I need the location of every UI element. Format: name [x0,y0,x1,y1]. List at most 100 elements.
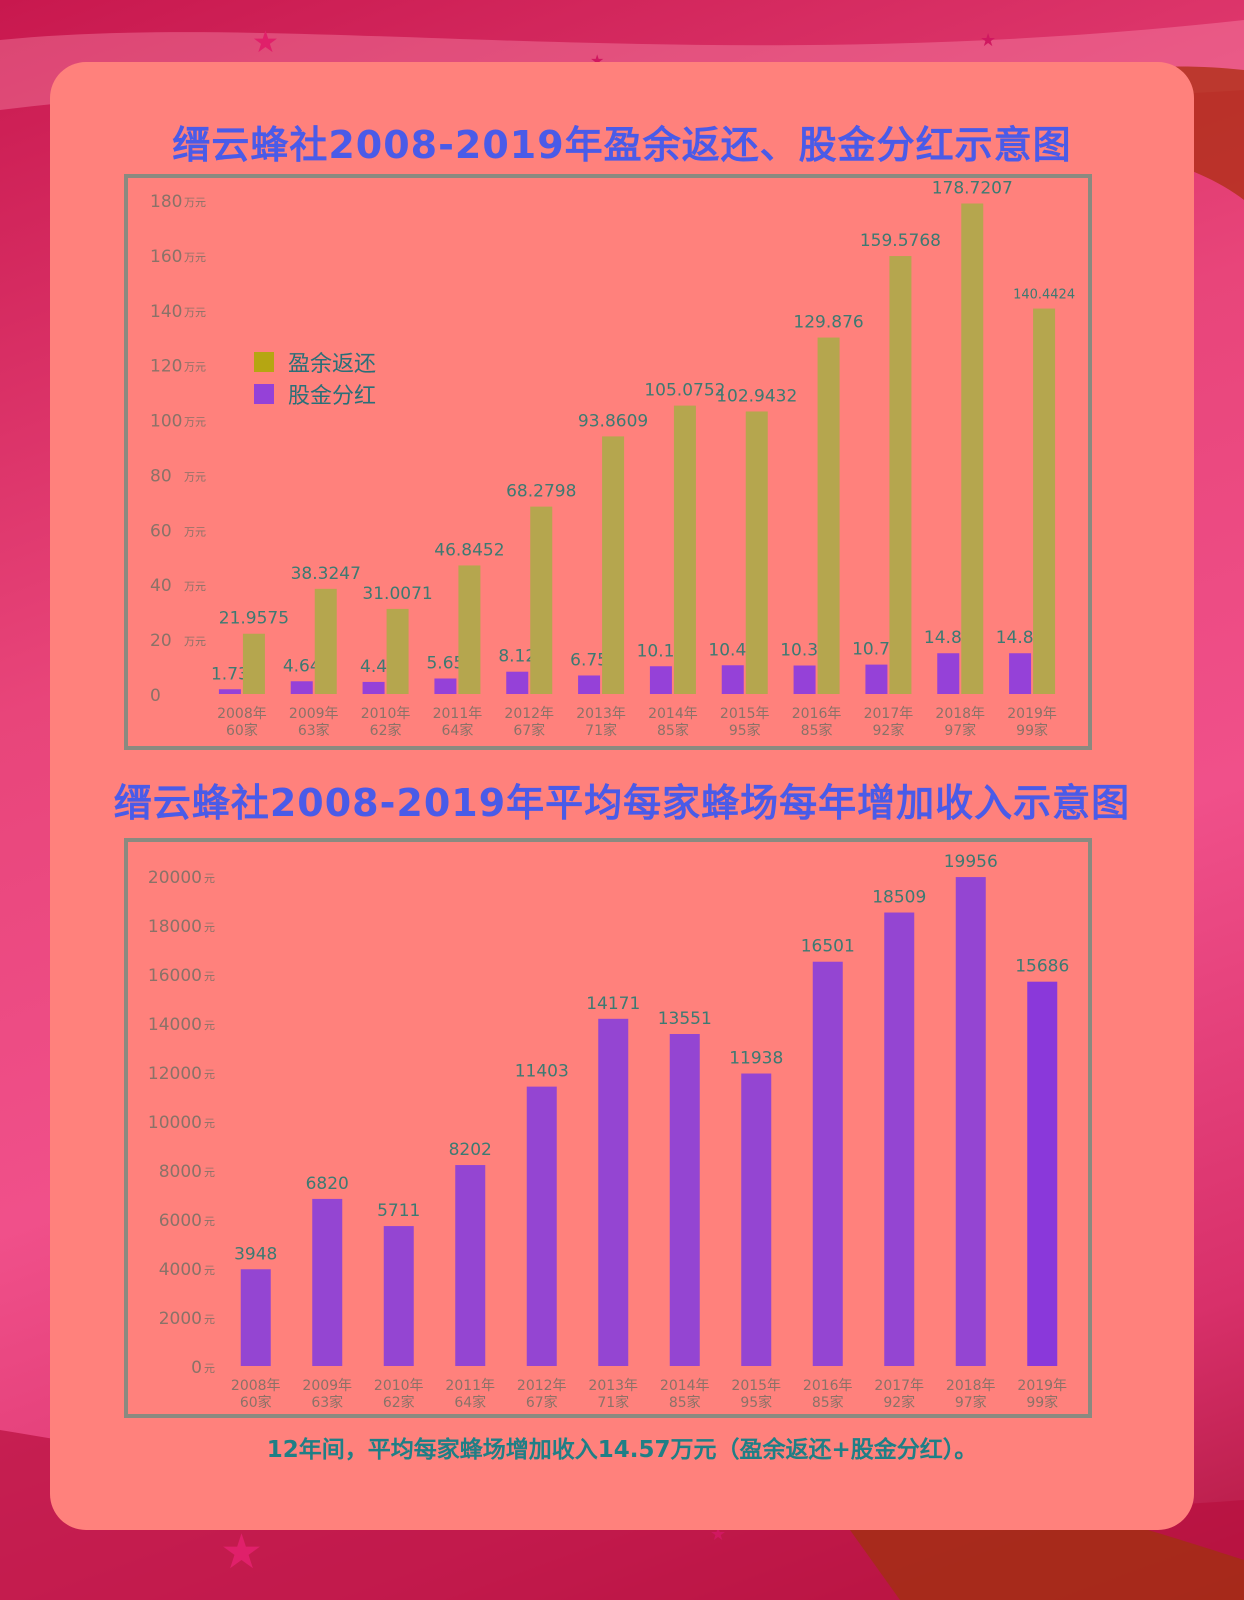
surplus-bar [602,436,625,694]
y-tick-unit: 元 [204,1313,215,1326]
x-tick-sublabel: 95家 [729,722,761,739]
dividend-bar [578,675,601,694]
surplus-value-label: 178.7207 [932,179,1013,199]
x-tick-sublabel: 99家 [1026,1394,1058,1411]
x-tick-label: 2016年 [803,1378,853,1394]
y-tick-unit: 元 [204,1362,215,1375]
income-bar [383,1226,414,1366]
x-tick-sublabel: 97家 [955,1394,987,1411]
dividend-value-label: 10.71 [852,640,901,660]
surplus-value-label: 102.9432 [716,386,797,406]
x-tick-sublabel: 67家 [526,1394,558,1411]
footnote: 12年间，平均每家蜂场增加收入14.57万元（盈余返还+股金分红）。 [266,1437,978,1463]
infographic-card: 缙云蜂社2008-2019年盈余返还、股金分红示意图 0 20 万元 40 万元 60 万元… [50,62,1194,1530]
x-tick-sublabel: 92家 [883,1394,915,1411]
x-tick-label: 2012年 [517,1378,567,1394]
y-tick-label: 4000 [159,1260,202,1280]
legend-item-dividend: 股金分红 [254,378,376,410]
x-tick-label: 2013年 [576,706,626,722]
x-tick-label: 2009年 [289,706,339,722]
chart1-panel: 0 20 万元 40 万元 60 万元 80 万元 100 万元 120 万元 140 万元 160 万元 180… [124,174,1092,750]
x-tick-label: 2008年 [217,706,267,722]
surplus-bar [817,337,840,694]
y-tick-unit: 万元 [184,361,206,374]
y-tick-unit: 万元 [184,196,206,209]
income-bar [1027,981,1058,1366]
legend-label-dividend: 股金分红 [288,384,377,409]
x-tick-sublabel: 64家 [454,1394,486,1411]
x-tick-sublabel: 85家 [669,1394,701,1411]
x-tick-label: 2019年 [1007,706,1057,722]
x-tick-sublabel: 60家 [240,1394,272,1411]
legend-label-surplus: 盈余返还 [288,352,377,377]
x-tick-label: 2011年 [433,706,483,722]
income-value-label: 6820 [306,1174,349,1194]
chart1-legend: 盈余返还 股金分红 [254,346,376,410]
income-value-label: 13551 [658,1009,712,1029]
y-tick-unit: 元 [204,1166,215,1179]
surplus-bar [673,405,696,694]
surplus-bar [961,203,984,694]
dividend-value-label: 10.11 [637,641,686,661]
x-tick-label: 2010年 [361,706,411,722]
y-tick-label: 20 [150,631,172,651]
x-tick-label: 2010年 [374,1378,424,1394]
x-tick-label: 2011年 [445,1378,495,1394]
income-value-label: 16501 [801,937,855,957]
star-icon: ★ [252,25,279,60]
dividend-bar [721,665,744,694]
x-tick-sublabel: 85家 [657,722,689,739]
income-value-label: 3948 [234,1244,277,1264]
y-tick-label: 140 [150,302,182,322]
x-tick-label: 2013年 [588,1378,638,1394]
x-tick-sublabel: 62家 [370,722,402,739]
dividend-value-label: 14.85 [996,628,1045,648]
surplus-bar [242,633,265,694]
dividend-bar [1009,653,1032,694]
y-tick-unit: 万元 [184,635,206,648]
surplus-bar [1033,308,1056,694]
dividend-bar [937,653,960,694]
y-tick-unit: 元 [204,1215,215,1228]
surplus-value-label: 38.3247 [291,564,361,584]
surplus-value-label: 129.876 [793,313,863,333]
income-bar [741,1073,772,1366]
x-tick-label: 2017年 [874,1378,924,1394]
y-tick-unit: 元 [204,1117,215,1130]
dividend-value-label: 5.65 [426,653,464,673]
legend-swatch-dividend [254,384,274,404]
y-tick-label: 160 [150,247,182,267]
chart1-title: 缙云蜂社2008-2019年盈余返还、股金分红示意图 [172,123,1072,167]
y-tick-unit: 元 [204,1264,215,1277]
x-tick-label: 2015年 [731,1378,781,1394]
surplus-bar [530,506,553,694]
x-tick-sublabel: 71家 [597,1394,629,1411]
surplus-value-label: 21.9575 [219,609,289,629]
star-icon: ★ [220,1524,263,1580]
income-bar [598,1018,629,1366]
income-bar [884,912,915,1366]
y-tick-label: 12000 [148,1064,202,1084]
income-value-label: 5711 [377,1201,420,1221]
legend-swatch-surplus [254,352,274,372]
y-tick-label: 0 [150,686,161,706]
y-tick-label: 14000 [148,1015,202,1035]
x-tick-label: 2009年 [302,1378,352,1394]
y-tick-label: 120 [150,357,182,377]
x-tick-sublabel: 95家 [740,1394,772,1411]
y-tick-label: 8000 [159,1162,202,1182]
surplus-bar [889,256,912,694]
y-tick-unit: 元 [204,872,215,885]
income-value-label: 19956 [944,852,998,872]
chart2-title: 缙云蜂社2008-2019年平均每家蜂场每年增加收入示意图 [113,781,1131,825]
y-tick-label: 80 [150,466,172,486]
x-tick-sublabel: 60家 [226,722,258,739]
star-icon: ★ [980,30,996,51]
y-tick-label: 20000 [148,868,202,888]
y-tick-unit: 万元 [184,306,206,319]
x-tick-sublabel: 85家 [801,722,833,739]
x-tick-sublabel: 64家 [442,722,474,739]
y-tick-unit: 万元 [184,416,206,429]
dividend-bar [649,666,672,694]
